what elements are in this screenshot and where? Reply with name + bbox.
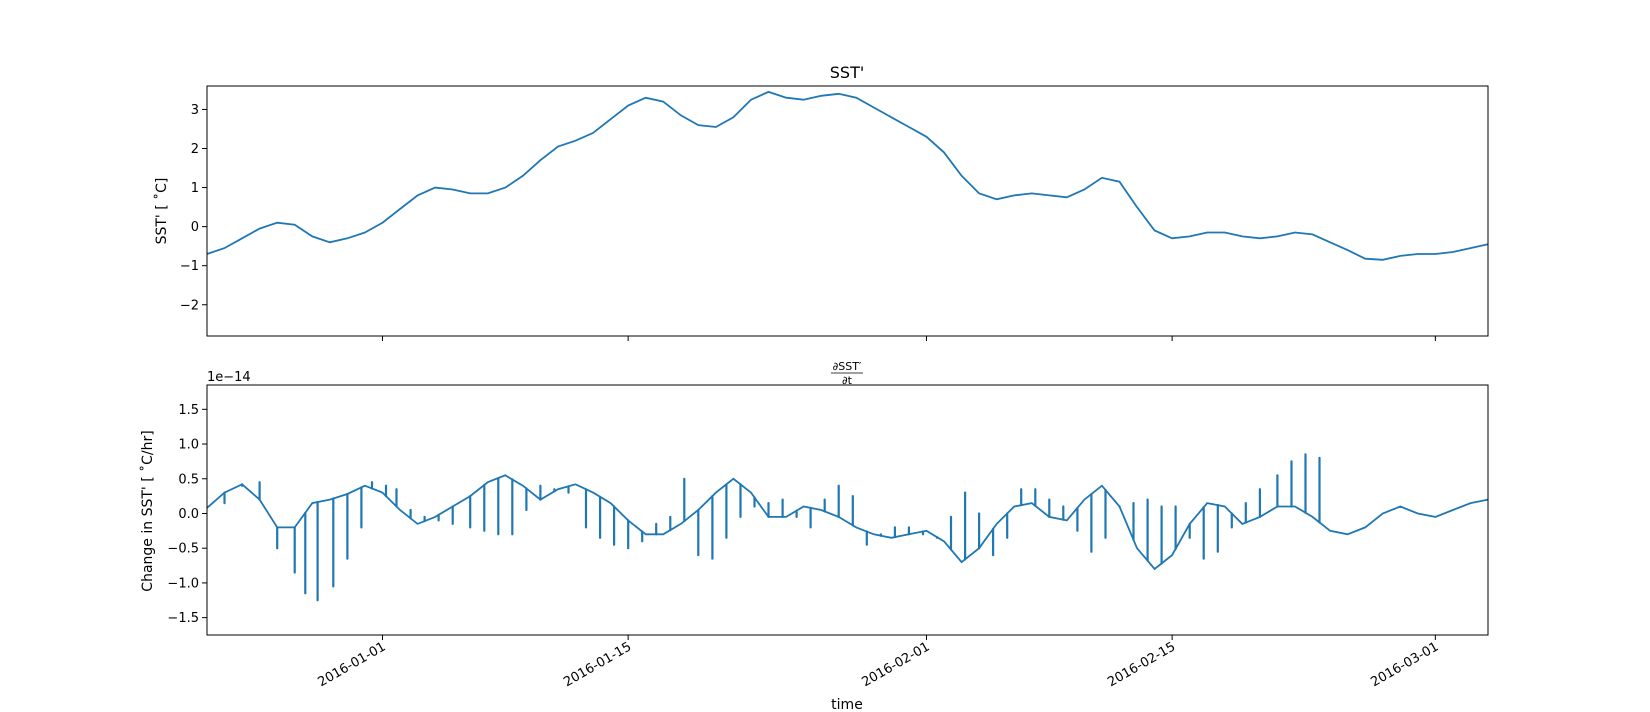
bottom-y-axis-label: Change in SST' [ ˚C/hr] xyxy=(139,430,156,591)
bottom-x-axis-label: time xyxy=(831,697,863,712)
top-x-ticks xyxy=(381,336,1436,341)
top-axes-frame xyxy=(206,85,1489,337)
bottom-chart-title: ∂SST′ ∂t xyxy=(831,360,863,387)
y-tick-label: 0.0 xyxy=(178,507,199,522)
top-axes: SST' SST' [ ˚C] −2 −1 0 1 2 3 xyxy=(153,63,1489,341)
y-tick-label: 0.5 xyxy=(178,472,199,487)
top-y-axis-label: SST' [ ˚C] xyxy=(153,178,170,245)
top-series-line xyxy=(206,90,1489,261)
y-tick-label: −0.5 xyxy=(167,542,199,557)
y-tick-label: 3 xyxy=(191,103,199,118)
bottom-offset-text: 1e−14 xyxy=(207,370,251,385)
bottom-axes: ∂SST′ ∂t 1e−14 Change in SST' [ ˚C/hr] t… xyxy=(139,360,1489,712)
y-tick-label: −1.0 xyxy=(167,576,199,591)
y-tick-label: 2 xyxy=(191,142,199,157)
top-chart-title: SST' xyxy=(830,63,864,82)
top-y-ticks: −2 −1 0 1 2 3 xyxy=(180,103,207,313)
title-denominator: ∂t xyxy=(842,374,853,387)
y-tick-label: 1.0 xyxy=(178,438,199,453)
y-tick-label: 1.5 xyxy=(178,403,199,418)
y-tick-label: 1 xyxy=(191,181,199,196)
bottom-series-line xyxy=(206,474,1489,571)
bottom-spikes xyxy=(223,453,1321,602)
y-tick-label: −2 xyxy=(180,298,199,313)
bottom-y-ticks: −1.5 −1.0 −0.5 0.0 0.5 1.0 1.5 xyxy=(167,403,207,626)
y-tick-label: −1.5 xyxy=(167,611,199,626)
y-tick-label: −1 xyxy=(180,259,199,274)
bottom-axes-frame xyxy=(206,384,1489,636)
title-numerator: ∂SST′ xyxy=(833,360,862,373)
y-tick-label: 0 xyxy=(191,220,199,235)
